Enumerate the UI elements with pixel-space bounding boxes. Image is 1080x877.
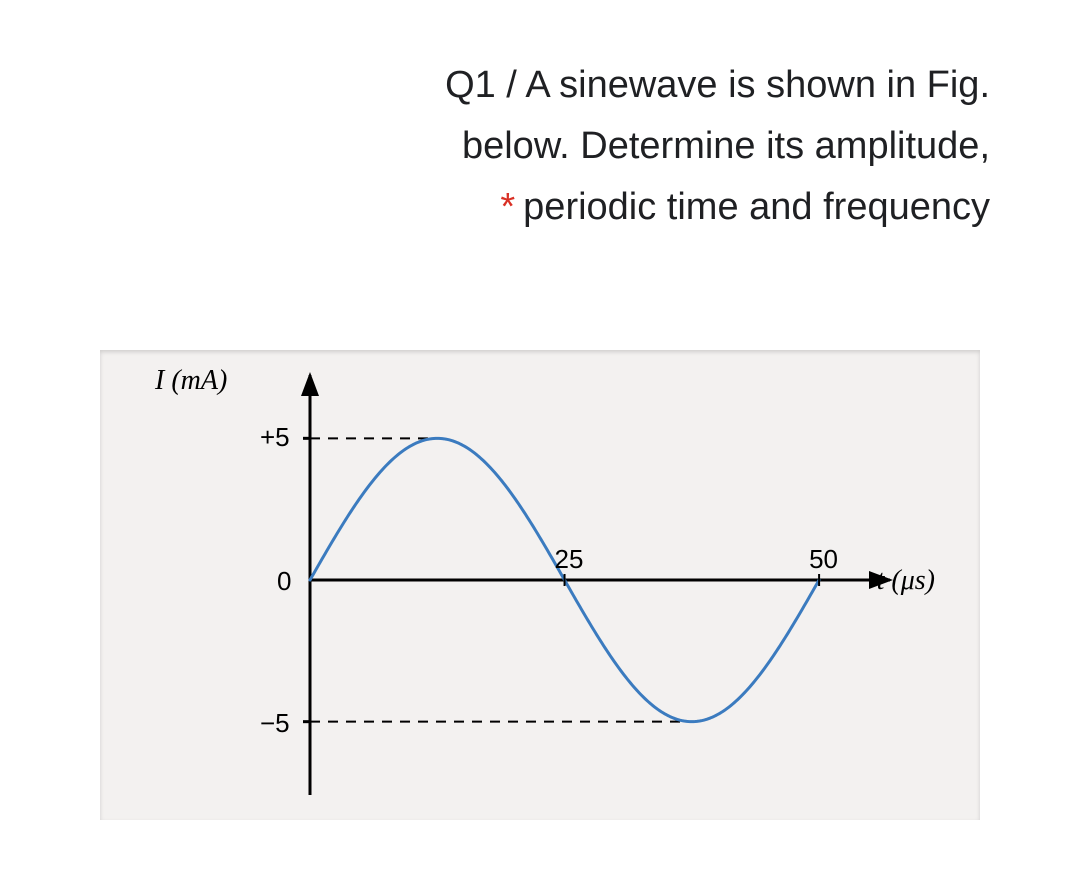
question-line-1: Q1 / A sinewave is shown in Fig. — [190, 55, 990, 116]
x-tick-50: 50 — [809, 544, 838, 575]
question-text: Q1 / A sinewave is shown in Fig. below. … — [190, 55, 990, 237]
y-tick-zero: 0 — [277, 566, 291, 597]
required-asterisk: * — [500, 186, 515, 228]
sinewave-chart: I (mA) t (μs) +50−52550 — [250, 370, 930, 810]
y-tick-plus5: +5 — [260, 422, 290, 453]
question-line-3: *periodic time and frequency — [190, 177, 990, 238]
chart-svg — [250, 370, 930, 810]
x-tick-25: 25 — [555, 544, 584, 575]
y-axis-label: I (mA) — [155, 365, 227, 397]
y-tick-minus5: −5 — [260, 708, 290, 739]
question-line-3-text: periodic time and frequency — [523, 186, 990, 228]
question-line-2: below. Determine its amplitude, — [190, 116, 990, 177]
figure-container: I (mA) t (μs) +5 0 −5 25 50 — [100, 350, 980, 820]
x-axis-label: t (μs) — [877, 565, 935, 597]
